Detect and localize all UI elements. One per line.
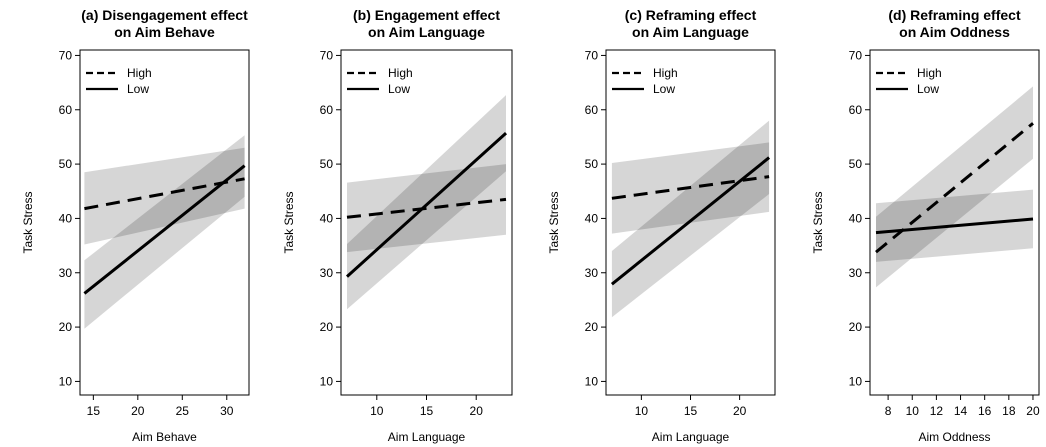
y-tick-label: 40 — [585, 211, 599, 225]
panel-subtitle: on Aim Behave — [114, 24, 215, 40]
plot-area — [345, 95, 508, 310]
x-tick-label: 20 — [1026, 404, 1040, 418]
plot-area — [83, 135, 246, 329]
y-tick-label: 70 — [320, 48, 334, 62]
y-tick-label: 40 — [849, 211, 863, 225]
legend-label-high: High — [917, 66, 942, 80]
y-tick-label: 50 — [849, 157, 863, 171]
y-tick-label: 40 — [320, 211, 334, 225]
y-tick-label: 60 — [59, 103, 73, 117]
plot-area — [875, 86, 1034, 288]
confidence-band-low — [84, 135, 245, 329]
x-tick-label: 25 — [176, 404, 190, 418]
x-tick-label: 30 — [220, 404, 234, 418]
y-axis-label: Task Stress — [811, 191, 825, 253]
x-axis-label: Aim Behave — [132, 430, 197, 444]
y-axis-label: Task Stress — [547, 191, 561, 253]
panel-subtitle: on Aim Language — [632, 24, 749, 40]
panel-title: (c) Reframing effect — [625, 7, 757, 23]
legend-label-low: Low — [388, 82, 410, 96]
x-tick-label: 15 — [684, 404, 698, 418]
y-tick-label: 70 — [849, 48, 863, 62]
y-tick-label: 10 — [849, 374, 863, 388]
confidence-band-low — [611, 120, 770, 318]
panel-subtitle: on Aim Oddness — [899, 24, 1010, 40]
y-tick-label: 60 — [320, 103, 334, 117]
legend-label-high: High — [388, 66, 413, 80]
series-line-low — [875, 217, 1034, 235]
x-axis-label: Aim Oddness — [918, 430, 990, 444]
plot-area — [610, 120, 771, 318]
x-tick-label: 12 — [930, 404, 944, 418]
x-tick-label: 10 — [906, 404, 920, 418]
x-tick-label: 18 — [1002, 404, 1016, 418]
plot-frame — [869, 49, 1040, 396]
x-axis-label: Aim Language — [388, 430, 466, 444]
y-tick-label: 20 — [585, 320, 599, 334]
confidence-band-high — [876, 86, 1033, 288]
legend-label-high: High — [127, 66, 152, 80]
series-line-high — [84, 177, 245, 211]
y-tick-label: 60 — [849, 103, 863, 117]
y-tick-label: 70 — [585, 48, 599, 62]
series-line-high — [346, 197, 507, 219]
series-line-low — [345, 131, 508, 278]
legend-label-high: High — [653, 66, 678, 80]
y-tick-label: 40 — [59, 211, 73, 225]
x-tick-label: 16 — [978, 404, 992, 418]
y-axis-label: Task Stress — [282, 191, 296, 253]
plot-frame — [79, 49, 250, 396]
confidence-band-low — [347, 95, 506, 310]
y-tick-label: 70 — [59, 48, 73, 62]
x-tick-label: 20 — [733, 404, 747, 418]
x-tick-label: 10 — [635, 404, 649, 418]
y-tick-label: 30 — [59, 266, 73, 280]
x-axis-label: Aim Language — [652, 430, 730, 444]
y-tick-label: 30 — [585, 266, 599, 280]
panel-title: (b) Engagement effect — [353, 7, 500, 23]
y-tick-label: 30 — [320, 266, 334, 280]
confidence-band-high — [84, 147, 245, 245]
panel-title: (a) Disengagement effect — [81, 7, 248, 23]
legend-label-low: Low — [127, 82, 149, 96]
y-tick-label: 10 — [320, 374, 334, 388]
y-tick-label: 20 — [59, 320, 73, 334]
y-tick-label: 10 — [59, 374, 73, 388]
y-tick-label: 30 — [849, 266, 863, 280]
y-tick-label: 20 — [320, 320, 334, 334]
series-line-low — [83, 164, 246, 295]
y-tick-label: 50 — [320, 157, 334, 171]
x-tick-label: 10 — [370, 404, 384, 418]
x-tick-label: 8 — [885, 404, 892, 418]
y-tick-label: 50 — [585, 157, 599, 171]
y-tick-label: 20 — [849, 320, 863, 334]
x-tick-label: 20 — [131, 404, 145, 418]
panel-title: (d) Reframing effect — [888, 7, 1021, 23]
legend-label-low: Low — [653, 82, 675, 96]
x-tick-label: 15 — [87, 404, 101, 418]
x-tick-label: 14 — [954, 404, 968, 418]
x-tick-label: 15 — [420, 404, 434, 418]
panel-subtitle: on Aim Language — [368, 24, 485, 40]
series-line-low — [610, 156, 771, 286]
confidence-band-high — [347, 164, 506, 253]
y-tick-label: 60 — [585, 103, 599, 117]
y-axis-label: Task Stress — [21, 191, 35, 253]
y-tick-label: 10 — [585, 374, 599, 388]
x-tick-label: 20 — [470, 404, 484, 418]
y-tick-label: 50 — [59, 157, 73, 171]
legend-label-low: Low — [917, 82, 939, 96]
